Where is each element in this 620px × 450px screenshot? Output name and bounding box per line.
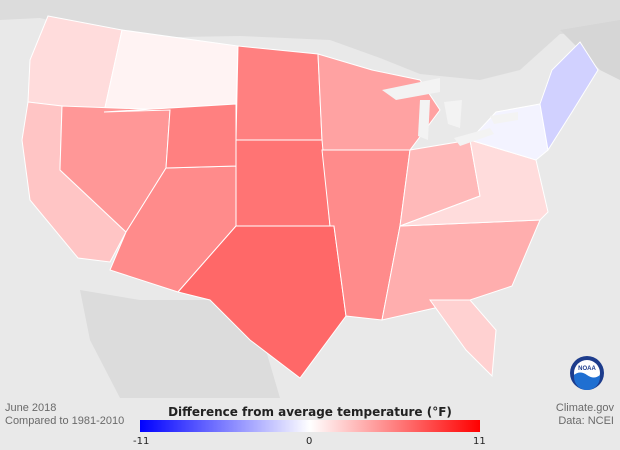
us-regions [21,15,599,379]
credit-label: Climate.gov [555,402,614,414]
region-florida [429,299,497,378]
region-northern-plains [235,45,323,141]
legend-max-label: 11 [473,436,486,447]
maritimes-landmass [560,20,620,80]
lake-huron [444,100,462,128]
region-new-england [539,41,599,152]
temperature-anomaly-map [0,0,620,398]
lake-ontario [490,112,518,124]
canada-landmass [0,0,620,80]
region-central-rockies [103,103,237,169]
region-central-plains [235,139,331,227]
noaa-logo-icon: NOAA [570,356,604,390]
legend-zero-label: 0 [306,436,313,447]
legend-title: Difference from average temperature (°F) [168,405,452,419]
great-lakes [382,78,518,146]
lake-superior [382,78,440,100]
lake-michigan [418,100,430,140]
source-label: Data: NCEI [558,415,614,427]
noaa-logo-text: NOAA [578,366,596,372]
period-label: June 2018 [5,402,57,414]
lake-erie [454,128,494,146]
color-scale-bar [140,420,480,432]
baseline-label: Compared to 1981-2010 [5,415,125,427]
legend-min-label: -11 [133,436,150,447]
